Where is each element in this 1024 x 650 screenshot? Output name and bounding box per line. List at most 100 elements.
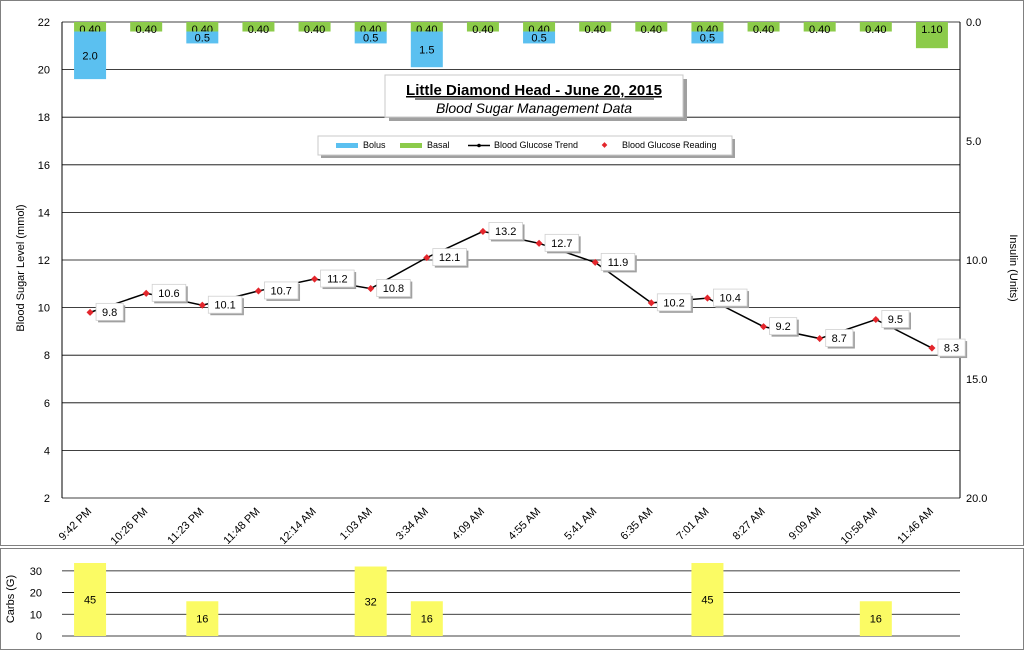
glucose-marker-2 — [198, 301, 206, 309]
carbs-label-5: 32 — [365, 596, 377, 608]
carbs-label-2: 16 — [196, 614, 208, 626]
chart-title: Little Diamond Head - June 20, 2015 — [406, 82, 662, 99]
basal-bar-13 — [803, 22, 836, 32]
glucose-marker-3 — [254, 287, 262, 295]
carbs-tick-0: 0 — [36, 631, 42, 643]
glucose-marker-7 — [479, 227, 487, 235]
glucose-marker-5 — [367, 285, 375, 293]
glucose-label-box-12 — [769, 317, 798, 336]
y2-tick-1: 5.0 — [966, 136, 981, 148]
basal-label-14: 0.40 — [865, 24, 886, 36]
y-tick-6: 14 — [38, 207, 50, 219]
glucose-marker-15 — [928, 344, 936, 352]
basal-bar-12 — [747, 22, 780, 32]
basal-bar-4 — [298, 22, 331, 32]
bolus-label-5: 0.5 — [363, 32, 378, 44]
glucose-label-12: 9.2 — [776, 321, 791, 333]
title-box: Little Diamond Head - June 20, 2015 Bloo… — [384, 74, 687, 121]
bolus-bar-8 — [523, 31, 556, 44]
glucose-label-box-15 — [937, 338, 966, 357]
legend-reading-marker — [601, 142, 608, 148]
glucose-label-box-1 — [151, 283, 187, 302]
glucose-label-11: 10.4 — [720, 293, 741, 305]
basal-label-3: 0.40 — [248, 24, 269, 36]
legend: Bolus Basal Blood Glucose Trend Blood Gl… — [317, 135, 735, 158]
glucose-label-9: 11.9 — [608, 257, 629, 269]
glucose-label-box-13 — [825, 329, 854, 347]
legend-reading-label: Blood Glucose Reading — [622, 140, 717, 150]
basal-bar-7 — [466, 22, 499, 32]
glucose-label-14: 9.5 — [888, 314, 903, 326]
glucose-label-box-8 — [544, 233, 580, 252]
basal-bar-11 — [691, 22, 724, 32]
bolus-label-8: 0.5 — [531, 32, 546, 44]
carbs-label-0: 45 — [84, 595, 96, 607]
bolus-label-2: 0.5 — [195, 32, 210, 44]
glucose-marker-0 — [86, 308, 94, 316]
y2-tick-4: 20.0 — [966, 493, 987, 505]
bolus-bar-0 — [74, 31, 107, 80]
basal-label-15: 1.10 — [921, 24, 942, 36]
glucose-label-box-10 — [656, 293, 692, 312]
legend-bolus-swatch — [336, 143, 358, 148]
basal-label-7: 0.40 — [472, 24, 493, 36]
basal-bar-1 — [130, 22, 163, 32]
legend-trend-label: Blood Glucose Trend — [494, 140, 578, 150]
carbs-tick-1: 10 — [30, 609, 42, 621]
glucose-label-4: 11.2 — [327, 274, 348, 286]
bolus-label-11: 0.5 — [700, 32, 715, 44]
glucose-marker-11 — [703, 294, 711, 302]
glucose-label-6: 12.1 — [439, 252, 460, 264]
glucose-label-box-7 — [488, 222, 523, 240]
y-tick-1: 4 — [44, 445, 50, 457]
basal-label-12: 0.40 — [753, 24, 774, 36]
y-tick-10: 22 — [38, 17, 50, 29]
glucose-marker-4 — [311, 275, 319, 283]
basal-bar-2 — [186, 22, 219, 32]
y-tick-8: 18 — [38, 112, 50, 124]
glucose-label-box-3 — [264, 281, 299, 300]
glucose-label-0: 9.8 — [102, 307, 117, 319]
y-axis-label: Blood Sugar Level (mmol) — [15, 204, 27, 331]
glucose-marker-1 — [142, 289, 150, 297]
insulin-bars: 0.40 0.40 0.40 0.40 0.40 0.40 0.40 0.40 0.40 0.40… — [74, 22, 948, 80]
basal-label-13: 0.40 — [809, 24, 830, 36]
glucose-marker-12 — [760, 323, 768, 331]
bolus-bar-6 — [410, 31, 443, 68]
carbs-axis-label: Carbs (G) — [5, 575, 17, 623]
glucose-label-13: 8.7 — [832, 333, 847, 345]
glucose-label-3: 10.7 — [271, 285, 292, 297]
carbs-tick-3: 30 — [30, 566, 42, 578]
y2-tick-2: 10.0 — [966, 255, 987, 267]
y2-tick-3: 15.0 — [966, 374, 987, 386]
y-tick-9: 20 — [38, 65, 50, 77]
bolus-label-6: 1.5 — [419, 44, 434, 56]
carbs-label-11: 45 — [701, 595, 713, 607]
glucose-label-15: 8.3 — [944, 343, 959, 355]
legend-trend-dot — [477, 143, 481, 148]
glucose-label-1: 10.6 — [158, 288, 179, 300]
carbs-tick-2: 20 — [30, 588, 42, 600]
bolus-bar-5 — [354, 31, 387, 44]
glucose-label-2: 10.1 — [214, 300, 235, 312]
y-tick-3: 8 — [44, 350, 50, 362]
basal-label-1: 0.40 — [135, 24, 156, 36]
basal-bar-5 — [354, 22, 387, 32]
carbs-bar-14 — [859, 601, 892, 636]
glucose-labels: 9.8 10.6 10.1 10.7 11.2 10.8 12.1 13.2 12.7 11.9 1… — [95, 222, 968, 359]
basal-bar-6 — [410, 22, 443, 32]
glucose-markers — [86, 227, 936, 352]
basal-label-9: 0.40 — [584, 24, 605, 36]
y-tick-2: 6 — [44, 398, 50, 410]
y2-axis-label: Insulin (Units) — [1007, 234, 1019, 301]
basal-bar-15 — [915, 22, 948, 49]
y-tick-7: 16 — [38, 160, 50, 172]
legend-basal-label: Basal — [427, 140, 450, 150]
glucose-label-8: 12.7 — [551, 238, 572, 250]
carbs-gridlines: 0 10 20 30 — [30, 566, 960, 643]
carbs-bar-0 — [74, 563, 107, 636]
glucose-label-box-4 — [320, 269, 355, 288]
glucose-marker-13 — [816, 335, 824, 343]
glucose-label-box-5 — [376, 279, 411, 297]
carbs-label-14: 16 — [870, 614, 882, 626]
